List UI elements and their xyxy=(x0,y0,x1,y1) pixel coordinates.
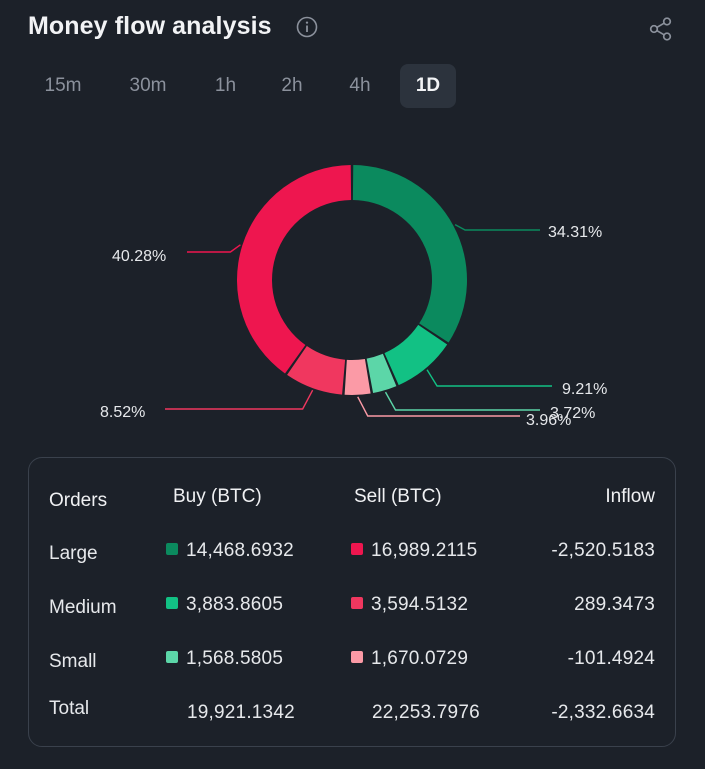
column-header-orders: Orders xyxy=(49,490,108,511)
info-icon[interactable] xyxy=(296,16,318,38)
donut-slice-small-sell xyxy=(344,358,371,395)
value-large-buy: 14,468.6932 xyxy=(186,540,294,561)
tab-4h[interactable]: 4h xyxy=(349,75,371,96)
tab-2h[interactable]: 2h xyxy=(281,75,303,96)
cell-total-buy: 19,921.1342 xyxy=(187,702,295,723)
cell-small-sell: 1,670.0729 xyxy=(351,648,468,670)
slice-label-large-sell: 40.28% xyxy=(112,248,166,265)
leader-line-small-sell xyxy=(357,396,520,417)
leader-line-medium-sell xyxy=(165,389,314,410)
money-flow-table: Orders Buy (BTC) Sell (BTC) Inflow Large… xyxy=(28,457,676,747)
slice-label-small-buy: 3.72% xyxy=(550,405,595,422)
swatch-small-buy xyxy=(166,651,178,663)
column-header-buy: Buy (BTC) xyxy=(173,486,262,507)
value-medium-buy: 3,883.8605 xyxy=(186,594,284,615)
page-title: Money flow analysis xyxy=(28,12,272,40)
tab-15m[interactable]: 15m xyxy=(44,75,82,96)
money-flow-donut-chart: 34.31% 9.21% 3.72% 3.96% 8.52% 40.28% xyxy=(100,165,607,429)
row-label-total: Total xyxy=(49,698,90,719)
cell-large-inflow: -2,520.5183 xyxy=(551,540,655,561)
slice-label-large-buy: 34.31% xyxy=(548,224,602,241)
cell-medium-inflow: 289.3473 xyxy=(574,594,655,615)
cell-large-sell: 16,989.2115 xyxy=(351,540,477,562)
column-header-sell: Sell (BTC) xyxy=(354,486,442,507)
tab-30m[interactable]: 30m xyxy=(129,75,167,96)
cell-large-buy: 14,468.6932 xyxy=(166,540,294,562)
donut-slice-large-sell xyxy=(236,165,352,374)
donut-slice-small-buy xyxy=(366,353,397,394)
swatch-large-sell xyxy=(351,543,363,555)
cell-small-inflow: -101.4924 xyxy=(567,648,655,669)
swatch-medium-buy xyxy=(166,597,178,609)
cell-medium-sell: 3,594.5132 xyxy=(351,594,468,616)
swatch-small-sell xyxy=(351,651,363,663)
value-medium-sell: 3,594.5132 xyxy=(371,594,469,615)
swatch-large-buy xyxy=(166,543,178,555)
donut-slice-medium-sell xyxy=(287,346,346,395)
cell-total-sell: 22,253.7976 xyxy=(372,702,480,723)
value-large-sell: 16,989.2115 xyxy=(371,540,478,561)
timeframe-tabs: 15m 30m 1h 2h 4h 1D xyxy=(28,64,456,108)
donut-slice-medium-buy xyxy=(384,324,448,386)
slice-label-medium-buy: 9.21% xyxy=(562,381,607,398)
cell-total-inflow: -2,332.6634 xyxy=(551,702,655,723)
cell-medium-buy: 3,883.8605 xyxy=(166,594,283,616)
leader-line-small-buy xyxy=(384,391,540,411)
row-label-small: Small xyxy=(49,651,97,672)
cell-small-buy: 1,568.5805 xyxy=(166,648,283,670)
leader-line-large-sell xyxy=(187,244,241,253)
tab-1h[interactable]: 1h xyxy=(214,75,237,96)
share-icon[interactable] xyxy=(648,16,674,42)
row-label-large: Large xyxy=(49,543,98,564)
slice-label-medium-sell: 8.52% xyxy=(100,404,145,421)
value-small-buy: 1,568.5805 xyxy=(186,648,284,669)
column-header-inflow: Inflow xyxy=(605,486,655,507)
value-small-sell: 1,670.0729 xyxy=(371,648,469,669)
leader-line-medium-buy xyxy=(426,369,552,387)
slice-label-small-sell: 3.96% xyxy=(526,412,571,429)
swatch-medium-sell xyxy=(351,597,363,609)
leader-line-large-buy xyxy=(454,224,540,231)
row-label-medium: Medium xyxy=(49,597,117,618)
tab-1d[interactable]: 1D xyxy=(400,64,456,108)
donut-slice-large-buy xyxy=(352,165,467,343)
header: Money flow analysis xyxy=(28,10,678,46)
